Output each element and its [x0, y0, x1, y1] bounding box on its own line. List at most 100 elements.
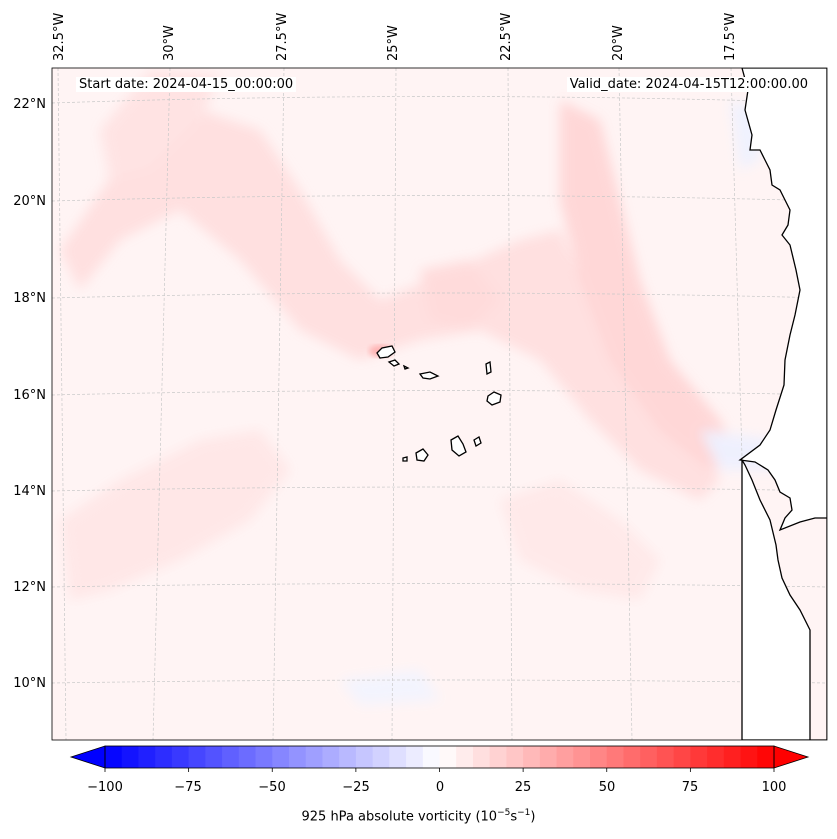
colorbar-segment [472, 746, 491, 768]
colorbar-segment [640, 746, 658, 768]
map-area [52, 68, 827, 740]
colorbar-segment [305, 746, 323, 768]
lon-label-27-5w: 27.5°W [275, 12, 290, 61]
parallel [52, 679, 827, 684]
lat-label-14n: 14°N [13, 484, 46, 499]
colorbar [69, 745, 810, 772]
lon-label-32-5w: 32.5°W [52, 12, 67, 61]
colorbar-tick-label: 100 [761, 780, 787, 795]
colorbar-segment [506, 746, 524, 768]
colorbar-segment [121, 746, 139, 768]
colorbar-segment [155, 746, 173, 768]
lat-label-22n: 22°N [13, 97, 46, 112]
island [387, 359, 401, 367]
colorbar-segment [556, 746, 574, 768]
colorbar-tick-label: 25 [514, 780, 532, 795]
positive-vorticity-band [60, 110, 720, 500]
positive-vorticity-band [500, 480, 660, 600]
lat-label-16n: 16°N [13, 388, 46, 403]
colorbar-segment [489, 746, 507, 768]
colorbar-label: 925 hPa absolute vorticity (10−5s−1) [301, 808, 536, 825]
lat-label-20n: 20°N [13, 194, 46, 209]
cape-verde-islands [376, 345, 502, 462]
meridian [507, 68, 513, 740]
positive-vorticity-band [60, 430, 290, 600]
colorbar-segment [171, 746, 190, 768]
colorbar-segment [623, 746, 641, 768]
colorbar-extend-min [69, 745, 106, 769]
colorbar-segment [606, 746, 624, 768]
colorbar-segment [456, 746, 474, 768]
colorbar-segment [255, 746, 273, 768]
island [473, 436, 482, 447]
parallel [52, 195, 827, 202]
colorbar-segment [322, 746, 340, 768]
colorbar-segment [422, 746, 440, 768]
meridian [391, 68, 397, 740]
colorbar-segment [539, 746, 558, 768]
island [415, 448, 429, 462]
colorbar-segment [188, 746, 206, 768]
valid-date-label: Valid_date: 2024-04-15T12:00:00.00 [566, 77, 811, 92]
lat-label-12n: 12°N [13, 580, 46, 595]
colorbar-tick-label: −75 [174, 780, 202, 795]
negative-vorticity-band [340, 670, 440, 705]
colorbar-segment [723, 746, 742, 768]
colorbar-tick-label: −100 [87, 780, 123, 795]
colorbar-ticks [104, 768, 775, 772]
parallel [52, 486, 827, 492]
colorbar-extend-max [773, 745, 810, 769]
parallel [52, 390, 827, 396]
colorbar-segment [222, 746, 240, 768]
colorbar-segment [573, 746, 591, 768]
start-date-label: Start date: 2024-04-15_00:00:00 [76, 77, 297, 92]
meridian [618, 68, 633, 740]
meridian [152, 68, 171, 740]
colorbar-tick-label: 75 [681, 780, 699, 795]
island [485, 360, 492, 376]
map-frame [51, 67, 828, 741]
island [486, 391, 502, 406]
lon-label-17-5w: 17.5°W [723, 12, 738, 61]
colorbar-segment [272, 746, 290, 768]
colorbar-segment [205, 746, 223, 768]
meridian [57, 68, 67, 740]
lat-label-10n: 10°N [13, 676, 46, 691]
lon-label-20w: 20°W [611, 25, 626, 61]
colorbar-segment [238, 746, 257, 768]
africa-coastline [738, 68, 827, 740]
colorbar-segment [523, 746, 541, 768]
island [450, 435, 467, 457]
positive-vorticity-band [100, 70, 220, 180]
colorbar-tick-label: −25 [342, 780, 370, 795]
positive-vorticity-band [560, 100, 740, 470]
colorbar-segment [673, 746, 691, 768]
colorbar-segment [105, 746, 123, 768]
colorbar-segment [138, 746, 156, 768]
lon-label-22-5w: 22.5°W [499, 12, 514, 61]
parallel [52, 583, 827, 588]
colorbar-tick-label: 50 [598, 780, 616, 795]
colorbar-segment [656, 746, 675, 768]
colorbar-tick-label: −50 [258, 780, 286, 795]
positive-vorticity-band [420, 260, 500, 330]
colorbar-segment [389, 746, 407, 768]
colorbar-segment [707, 746, 725, 768]
colorbar-segment [288, 746, 307, 768]
colorbar-segment [757, 746, 775, 768]
colorbar-segment [590, 746, 608, 768]
colorbar-segment [740, 746, 758, 768]
island [376, 345, 396, 359]
island [418, 371, 440, 380]
colorbar-segments [105, 746, 775, 768]
lon-label-25w: 25°W [386, 25, 401, 61]
colorbar-segment [355, 746, 374, 768]
colorbar-segment [690, 746, 708, 768]
parallel [52, 292, 827, 299]
island [402, 456, 408, 462]
colorbar-segment [406, 746, 424, 768]
lon-label-30w: 30°W [162, 25, 177, 61]
parallel [52, 96, 827, 104]
colorbar-segment [372, 746, 390, 768]
